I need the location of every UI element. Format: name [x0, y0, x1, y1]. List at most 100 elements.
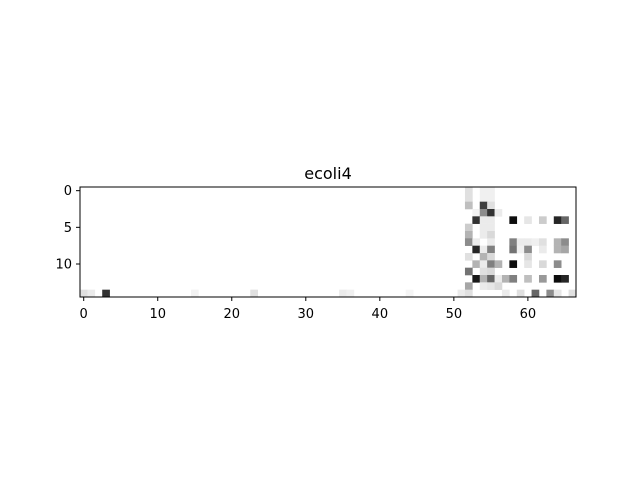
heatmap-cell — [494, 260, 503, 268]
heatmap-cell — [464, 253, 473, 261]
heatmap-cell — [487, 209, 495, 217]
heatmap-cell — [464, 194, 473, 202]
heatmap-cell — [479, 260, 488, 268]
heatmap-cell — [479, 216, 488, 224]
heatmap-cell — [487, 260, 495, 268]
heatmap-cell — [479, 194, 488, 202]
heatmap-cell — [494, 275, 503, 283]
heatmap-cell — [472, 238, 481, 246]
heatmap-cell — [487, 216, 495, 224]
heatmap-cell — [479, 245, 488, 254]
heatmap-cell — [487, 253, 495, 261]
heatmap-cell — [524, 216, 532, 224]
heatmap-cell — [464, 231, 473, 239]
x-tick-label: 40 — [372, 307, 389, 322]
heatmap-cell — [524, 260, 532, 268]
heatmap-cell — [561, 245, 569, 254]
heatmap-cell — [538, 260, 547, 268]
heatmap-cell — [509, 238, 518, 246]
heatmap-cell — [487, 245, 495, 254]
heatmap-cell — [538, 216, 547, 224]
heatmap-cell — [472, 216, 481, 224]
heatmap-cell — [487, 275, 495, 283]
heatmap-cell — [487, 194, 495, 202]
heatmap-cell — [524, 253, 532, 261]
heatmap-cell — [487, 201, 495, 210]
heatmap-cell — [494, 282, 503, 290]
heatmap-cell — [501, 289, 510, 298]
heatmap-cell — [464, 187, 473, 195]
heatmap-cell — [531, 238, 540, 246]
heatmap-cell — [509, 260, 518, 268]
x-axis: 0 10 20 30 40 50 60 — [80, 297, 537, 322]
heatmap-cell — [561, 216, 569, 224]
heatmap-cell — [538, 275, 547, 283]
heatmap-cell — [479, 282, 488, 290]
heatmap-cell — [509, 245, 518, 254]
y-tick-label: 10 — [55, 258, 72, 273]
x-tick-label: 10 — [149, 307, 166, 322]
heatmap-cell — [346, 289, 355, 298]
heatmap-cell — [479, 253, 488, 261]
heatmap-cell — [487, 238, 495, 246]
heatmap-cell — [501, 275, 510, 283]
heatmap-cell — [516, 289, 525, 298]
heatmap-cell — [464, 223, 473, 232]
x-tick-label: 50 — [446, 307, 463, 322]
heatmap-cell — [553, 289, 562, 298]
heatmap-cell — [568, 289, 577, 298]
heatmap-cell — [487, 231, 495, 239]
heatmap-cell — [87, 289, 96, 298]
heatmap-cell — [553, 238, 562, 246]
heatmap-cell — [487, 187, 495, 195]
x-tick-label: 60 — [520, 307, 537, 322]
heatmap-cell — [487, 282, 495, 290]
y-axis: 0 5 10 — [55, 184, 80, 273]
heatmap-cell — [494, 209, 503, 217]
heatmap-cell — [479, 275, 488, 283]
heatmap-cell — [479, 267, 488, 276]
heatmap-cell — [457, 289, 466, 298]
heatmap-cell — [538, 245, 547, 254]
heatmap-cell — [538, 238, 547, 246]
heatmap-cell — [472, 275, 481, 283]
heatmap-cell — [553, 275, 562, 283]
heatmap-cell — [464, 289, 473, 298]
heatmap-cell — [487, 223, 495, 232]
heatmap-cells — [80, 187, 577, 298]
heatmap-cell — [509, 216, 518, 224]
y-tick-label: 0 — [64, 184, 72, 199]
heatmap-cell — [553, 245, 562, 254]
heatmap-cell — [464, 238, 473, 246]
heatmap-cell — [546, 289, 555, 298]
x-tick-label: 0 — [80, 307, 88, 322]
heatmap-cell — [479, 209, 488, 217]
heatmap-cell — [524, 245, 532, 254]
y-tick-label: 5 — [64, 221, 72, 236]
heatmap-cell — [464, 201, 473, 210]
heatmap-cell — [516, 245, 525, 254]
heatmap-cell — [479, 187, 488, 195]
heatmap-cell — [553, 260, 562, 268]
heatmap-cell — [472, 209, 481, 217]
heatmap-cell — [516, 238, 525, 246]
heatmap-cell — [553, 216, 562, 224]
heatmap-cell — [464, 282, 473, 290]
heatmap-cell — [405, 289, 414, 298]
heatmap-cell — [561, 275, 569, 283]
heatmap-cell — [531, 289, 540, 298]
heatmap-cell — [191, 289, 199, 298]
x-tick-label: 20 — [223, 307, 240, 322]
plot-frame — [79, 186, 577, 298]
heatmap-cell — [479, 201, 488, 210]
heatmap-cell — [102, 289, 110, 298]
heatmap-cell — [339, 289, 347, 298]
heatmap-cell — [472, 245, 481, 254]
heatmap-cell — [479, 231, 488, 239]
heatmap-cell — [487, 267, 495, 276]
heatmap-cell — [524, 238, 532, 246]
heatmap-cell — [472, 260, 481, 268]
chart-title: ecoli4 — [304, 164, 352, 183]
heatmap-cell — [250, 289, 258, 298]
